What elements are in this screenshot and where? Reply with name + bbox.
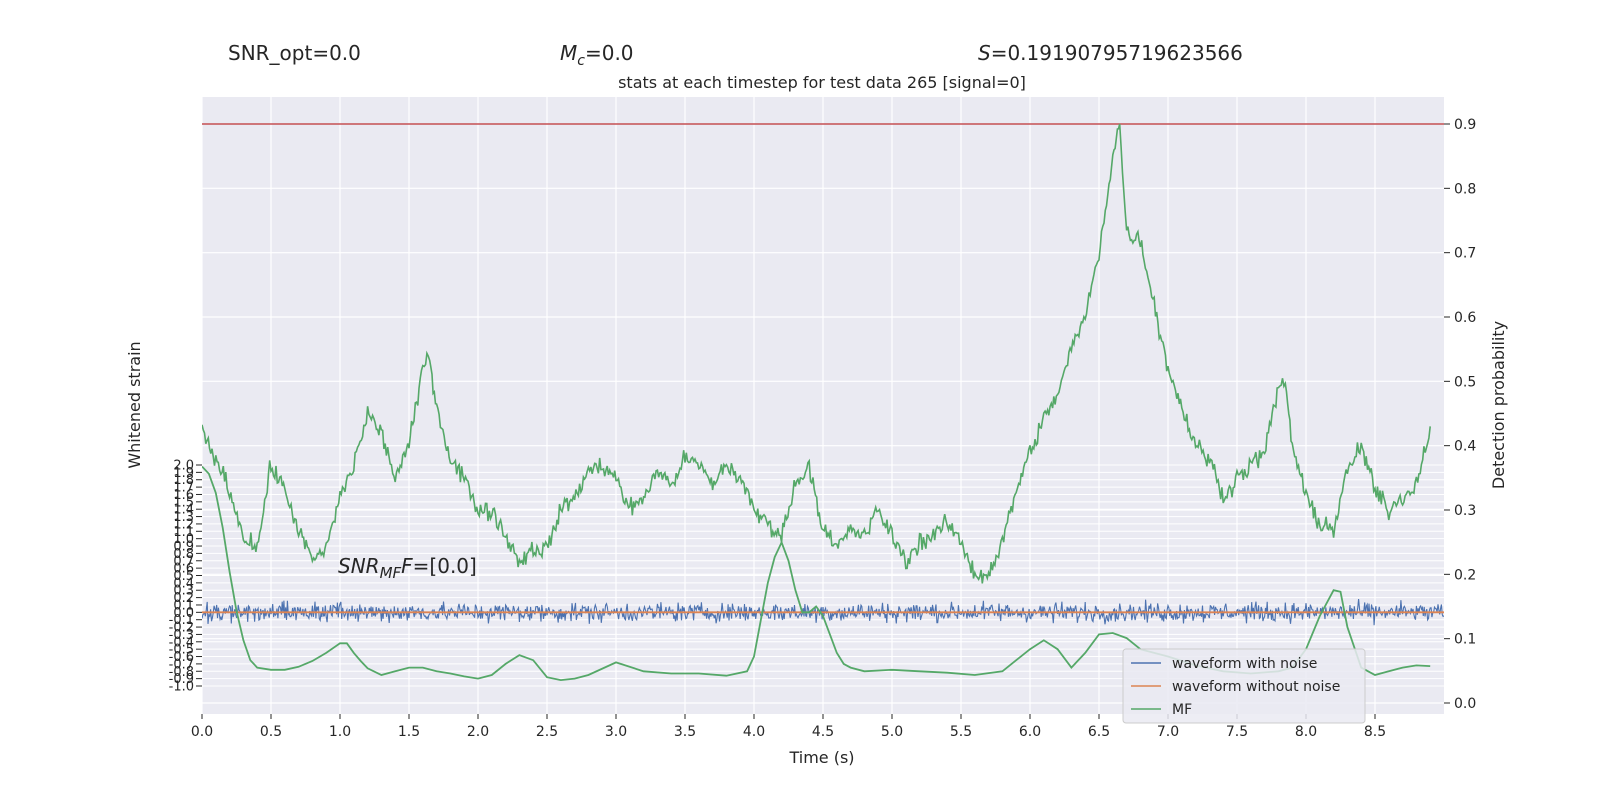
left-tick-label: 0.3 — [173, 584, 194, 599]
left-tick-label: 2.0 — [173, 459, 194, 474]
right-tick-label: 0.9 — [1454, 117, 1476, 133]
x-tick-label: 4.0 — [743, 724, 765, 740]
chirp-mass-label: Mc=0.0 — [560, 41, 634, 69]
left-tick-label: 0.8 — [173, 547, 194, 562]
left-tick-label: 1.2 — [173, 517, 194, 532]
left-tick-label: 1.0 — [173, 532, 194, 547]
x-tick-label: 3.5 — [674, 724, 696, 740]
left-tick-label: 0.0 — [173, 606, 194, 621]
detection-probability-line — [202, 123, 1431, 584]
x-tick-label: 0.0 — [191, 724, 213, 740]
left-tick-label: 0.6 — [173, 562, 194, 577]
left-tick-label: 0.9 — [173, 540, 194, 555]
right-tick-label: 0.3 — [1454, 503, 1476, 519]
x-tick-label: 1.5 — [398, 724, 420, 740]
x-tick-label: 2.5 — [536, 724, 558, 740]
left-tick-label: 0.2 — [173, 591, 194, 606]
left-tick-label: 0.7 — [173, 554, 194, 569]
left-axis-label: Whitened strain — [125, 341, 144, 468]
left-tick-label: -0.7 — [169, 657, 194, 672]
x-tick-label: 2.0 — [467, 724, 489, 740]
x-tick-label: 1.0 — [329, 724, 351, 740]
left-tick-label: 0.4 — [173, 576, 194, 591]
left-tick-label: -1.0 — [169, 680, 194, 695]
x-tick-label: 4.5 — [812, 724, 834, 740]
left-tick-label: -0.4 — [169, 635, 194, 650]
left-tick-label: 1.5 — [173, 495, 194, 510]
x-tick-label: 8.5 — [1364, 724, 1386, 740]
s-statistic-label: S=0.19190795719623566 — [978, 41, 1243, 65]
legend-label-clean: waveform without noise — [1172, 679, 1340, 695]
right-tick-label: 0.0 — [1454, 696, 1476, 712]
right-tick-label: 0.4 — [1454, 439, 1476, 455]
right-tick-label: 0.2 — [1454, 567, 1476, 583]
legend-label-mf: MF — [1172, 702, 1192, 718]
left-tick-label: -0.8 — [169, 665, 194, 680]
left-tick-label: -0.1 — [169, 613, 194, 628]
left-tick-label: 1.6 — [173, 488, 194, 503]
x-tick-label: 7.0 — [1157, 724, 1179, 740]
left-tick-label: 0.1 — [173, 598, 194, 613]
snr-opt-label: SNR_opt=0.0 — [228, 41, 361, 65]
x-tick-label: 0.5 — [260, 724, 282, 740]
x-axis-ticks: 0.0 0.5 1.0 1.5 2.0 2.5 3.0 3.5 4.0 4.5 5.0 5.5 6.0 6… — [191, 714, 1386, 740]
legend: waveform with noise waveform without noi… — [1122, 648, 1366, 724]
left-tick-label: -0.3 — [169, 628, 194, 643]
right-axis-label: Detection probability — [1489, 321, 1508, 489]
left-tick-label: 1.9 — [173, 466, 194, 481]
legend-box — [1122, 648, 1366, 724]
right-tick-label: 0.6 — [1454, 310, 1476, 326]
left-tick-label: -0.9 — [169, 672, 194, 687]
right-tick-label: 0.5 — [1454, 374, 1476, 390]
left-tick-label: -0.5 — [169, 643, 194, 658]
legend-label-noisy: waveform with noise — [1172, 656, 1317, 672]
right-axis-ticks: 0.9 0.8 0.7 0.6 0.5 0.4 0.3 0.2 0.1 0.0 — [1444, 117, 1476, 712]
x-tick-label: 7.5 — [1226, 724, 1248, 740]
left-tick-label: -0.2 — [169, 621, 194, 636]
snr-mf-label: SNRMFF=[0.0] — [338, 554, 477, 582]
left-tick-label: 1.4 — [173, 503, 194, 518]
x-tick-label: 6.5 — [1088, 724, 1110, 740]
x-tick-label: 6.0 — [1019, 724, 1041, 740]
x-tick-label: 5.5 — [950, 724, 972, 740]
left-tick-label: 1.7 — [173, 481, 194, 496]
left-axis-ticks: 2.01.91.81.71.61.51.41.31.21.11.00.90.80… — [169, 459, 202, 695]
left-tick-label: 1.1 — [173, 525, 194, 540]
left-tick-label: 1.8 — [173, 473, 194, 488]
right-tick-label: 0.8 — [1454, 181, 1476, 197]
noisy-waveform-line — [202, 599, 1444, 626]
left-tick-label: 1.3 — [173, 510, 194, 525]
chart-title: stats at each timestep for test data 265… — [618, 73, 1026, 92]
right-tick-label: 0.7 — [1454, 246, 1476, 262]
left-tick-label: 0.5 — [173, 569, 194, 584]
x-axis-label: Time (s) — [788, 748, 854, 767]
left-tick-label: -0.6 — [169, 650, 194, 665]
x-tick-label: 3.0 — [605, 724, 627, 740]
x-tick-label: 5.0 — [881, 724, 903, 740]
x-tick-label: 8.0 — [1295, 724, 1317, 740]
right-tick-label: 0.1 — [1454, 632, 1476, 648]
